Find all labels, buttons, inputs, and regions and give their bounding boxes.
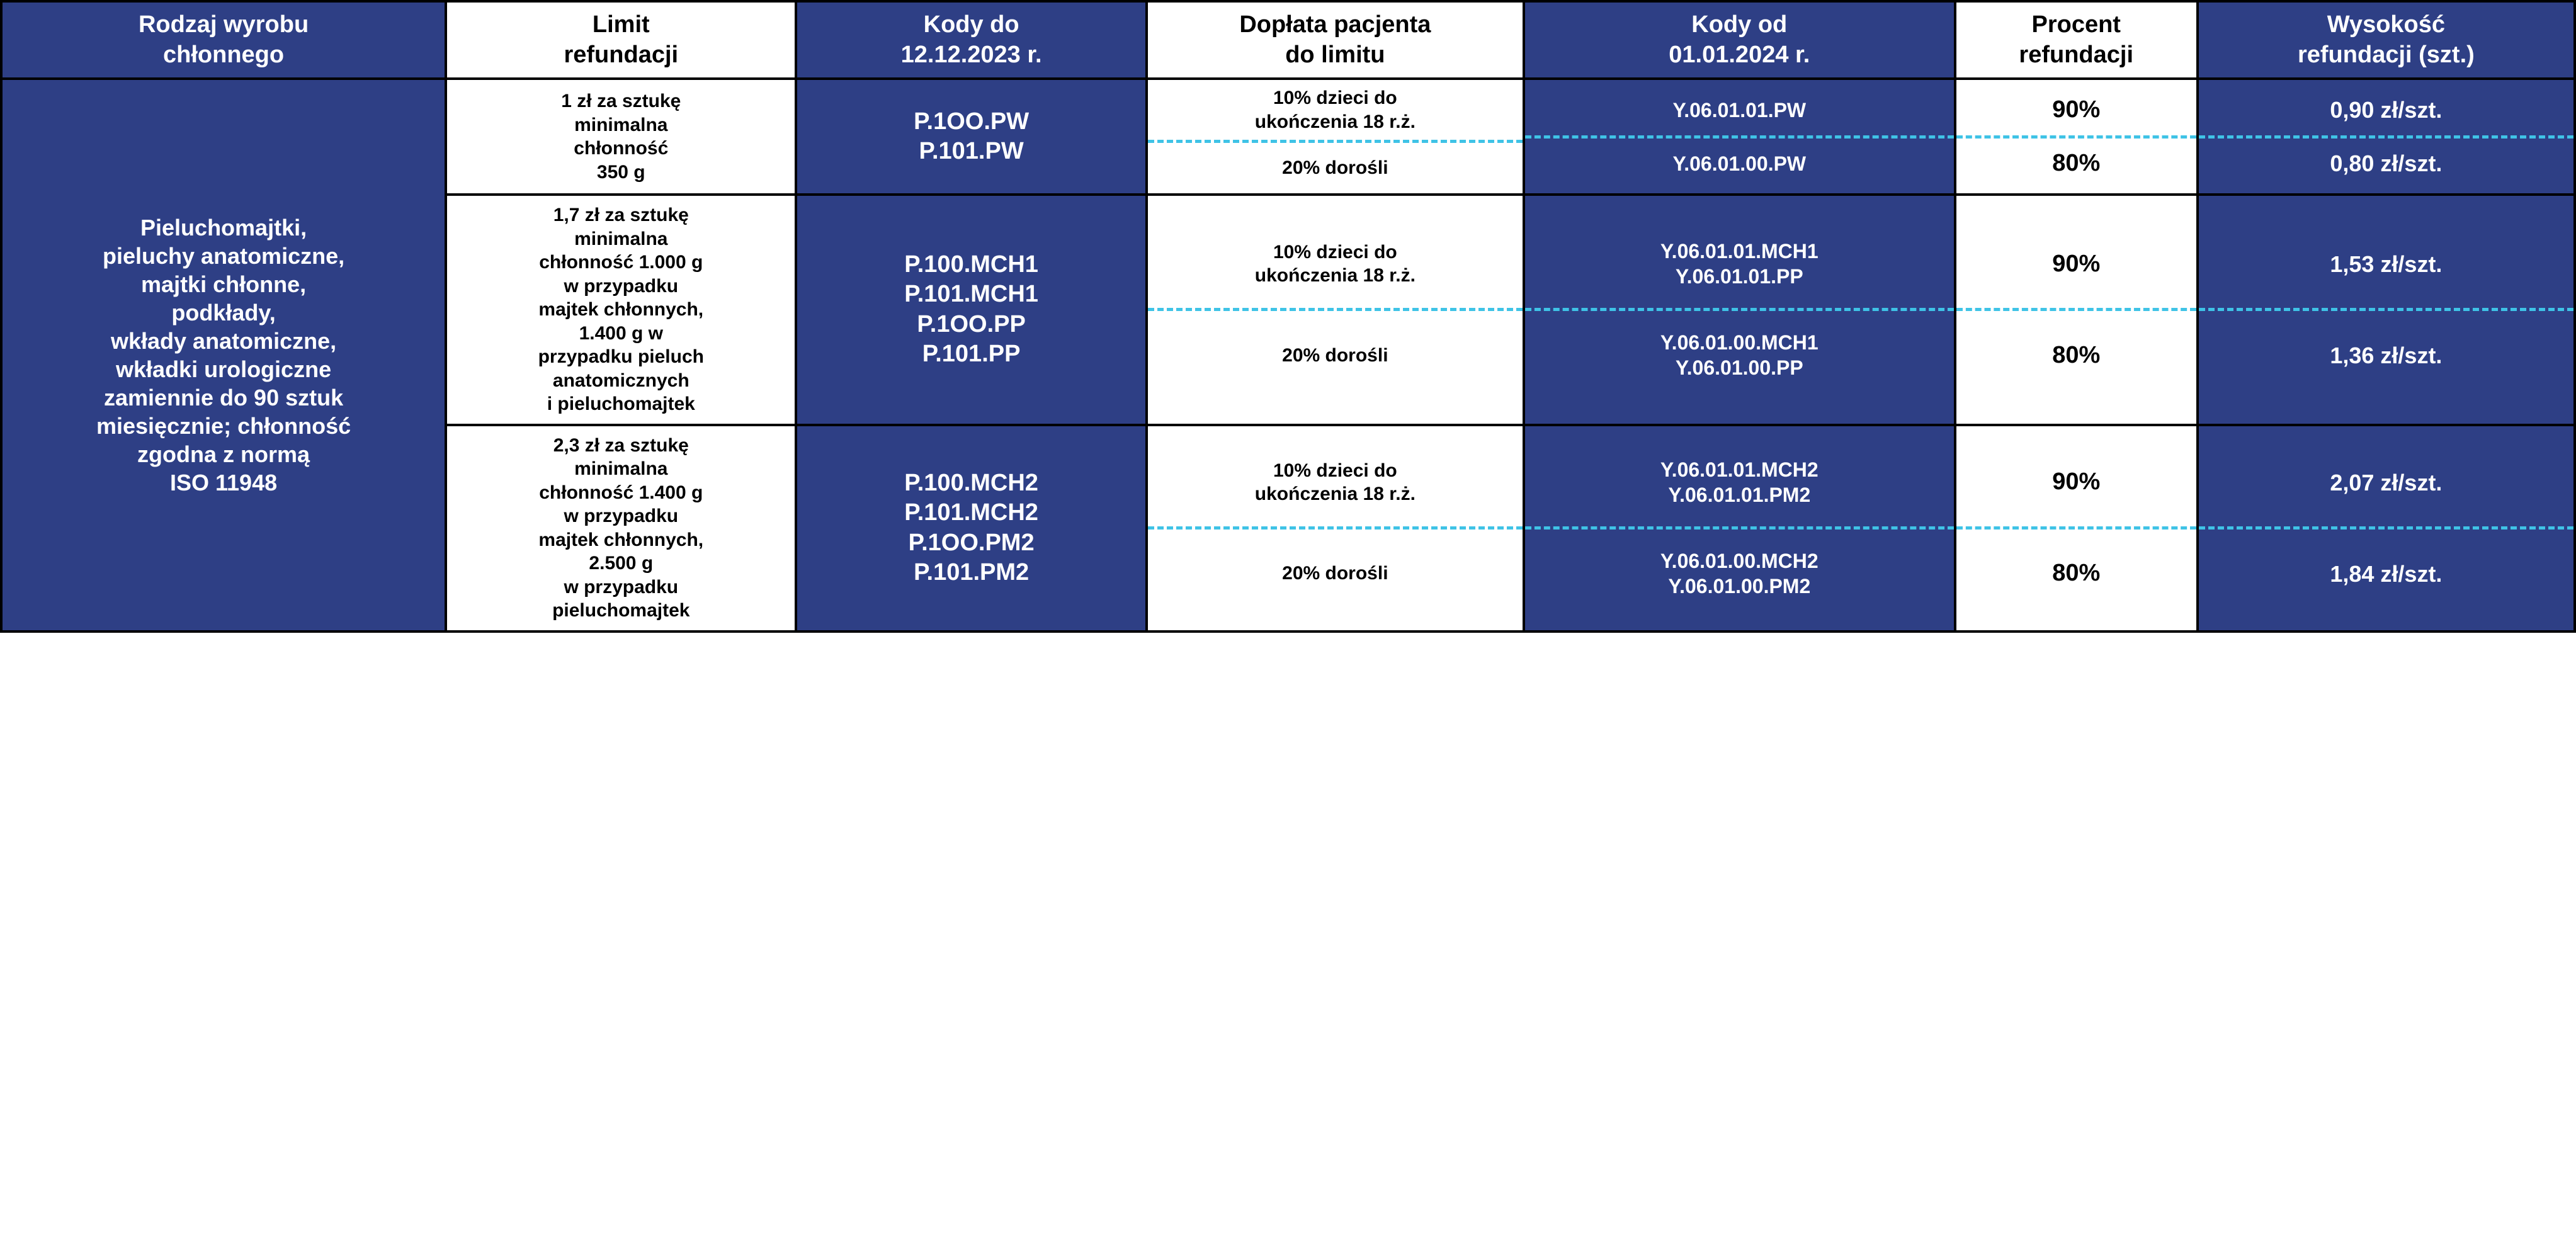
limit-cell: 1,7 zł za sztukę minimalna chłonność 1.0…	[446, 195, 796, 425]
hdr-limit: Limit refundacji	[446, 1, 796, 79]
refund-table: Rodzaj wyrobu chłonnego Limit refundacji…	[0, 0, 2576, 633]
copay-bot: 20% dorośli	[1148, 530, 1523, 618]
codes-new-cell: Y.06.01.01.PW Y.06.01.00.PW	[1524, 79, 1955, 195]
amount-top: 0,90 zł/szt.	[2199, 85, 2573, 135]
copay-bot: 20% dorośli	[1148, 143, 1523, 193]
codes-new-cell: Y.06.01.01.MCH1 Y.06.01.01.PP Y.06.01.00…	[1524, 195, 1955, 425]
copay-bot: 20% dorośli	[1148, 311, 1523, 399]
copay-top: 10% dzieci do ukończenia 18 r.ż.	[1148, 438, 1523, 526]
product-name: Pieluchomajtki, pieluchy anatomiczne, ma…	[1, 79, 446, 631]
copay-top: 10% dzieci do ukończenia 18 r.ż.	[1148, 80, 1523, 140]
amount-top: 2,07 zł/szt.	[2199, 438, 2573, 526]
codes-new-cell: Y.06.01.01.MCH2 Y.06.01.01.PM2 Y.06.01.0…	[1524, 425, 1955, 631]
amount-cell: 0,90 zł/szt. 0,80 zł/szt.	[2198, 79, 2575, 195]
amount-bot: 1,36 zł/szt.	[2199, 311, 2573, 399]
percent-top: 90%	[1956, 438, 2196, 526]
codes-new-bot: Y.06.01.00.MCH1 Y.06.01.00.PP	[1525, 311, 1954, 399]
hdr-copay: Dopłata pacjenta do limitu	[1147, 1, 1524, 79]
copay-cell: 10% dzieci do ukończenia 18 r.ż. 20% dor…	[1147, 195, 1524, 425]
percent-top: 90%	[1956, 220, 2196, 308]
codes-old-cell: P.100.MCH2 P.101.MCH2 P.1OO.PM2 P.101.PM…	[796, 425, 1146, 631]
percent-bot: 80%	[1956, 311, 2196, 399]
copay-top: 10% dzieci do ukończenia 18 r.ż.	[1148, 220, 1523, 308]
percent-top: 90%	[1956, 85, 2196, 135]
table-row: Pieluchomajtki, pieluchy anatomiczne, ma…	[1, 79, 2575, 195]
codes-new-bot: Y.06.01.00.MCH2 Y.06.01.00.PM2	[1525, 530, 1954, 618]
refund-table-wrapper: Rodzaj wyrobu chłonnego Limit refundacji…	[0, 0, 2576, 633]
percent-cell: 90% 80%	[1955, 195, 2198, 425]
hdr-codes-new: Kody od 01.01.2024 r.	[1524, 1, 1955, 79]
header-row: Rodzaj wyrobu chłonnego Limit refundacji…	[1, 1, 2575, 79]
amount-bot: 0,80 zł/szt.	[2199, 139, 2573, 189]
copay-cell: 10% dzieci do ukończenia 18 r.ż. 20% dor…	[1147, 79, 1524, 195]
hdr-codes-old: Kody do 12.12.2023 r.	[796, 1, 1146, 79]
codes-new-top: Y.06.01.01.PW	[1525, 85, 1954, 135]
percent-cell: 90% 80%	[1955, 79, 2198, 195]
percent-cell: 90% 80%	[1955, 425, 2198, 631]
codes-new-bot: Y.06.01.00.PW	[1525, 139, 1954, 189]
percent-bot: 80%	[1956, 530, 2196, 618]
codes-new-top: Y.06.01.01.MCH1 Y.06.01.01.PP	[1525, 220, 1954, 308]
codes-old-cell: P.1OO.PW P.101.PW	[796, 79, 1146, 195]
hdr-amount: Wysokość refundacji (szt.)	[2198, 1, 2575, 79]
hdr-product: Rodzaj wyrobu chłonnego	[1, 1, 446, 79]
copay-cell: 10% dzieci do ukończenia 18 r.ż. 20% dor…	[1147, 425, 1524, 631]
percent-bot: 80%	[1956, 139, 2196, 189]
hdr-percent: Procent refundacji	[1955, 1, 2198, 79]
amount-bot: 1,84 zł/szt.	[2199, 530, 2573, 618]
amount-cell: 1,53 zł/szt. 1,36 zł/szt.	[2198, 195, 2575, 425]
limit-cell: 1 zł za sztukę minimalna chłonność 350 g	[446, 79, 796, 195]
amount-cell: 2,07 zł/szt. 1,84 zł/szt.	[2198, 425, 2575, 631]
amount-top: 1,53 zł/szt.	[2199, 220, 2573, 308]
codes-new-top: Y.06.01.01.MCH2 Y.06.01.01.PM2	[1525, 438, 1954, 526]
codes-old-cell: P.100.MCH1 P.101.MCH1 P.1OO.PP P.101.PP	[796, 195, 1146, 425]
limit-cell: 2,3 zł za sztukę minimalna chłonność 1.4…	[446, 425, 796, 631]
